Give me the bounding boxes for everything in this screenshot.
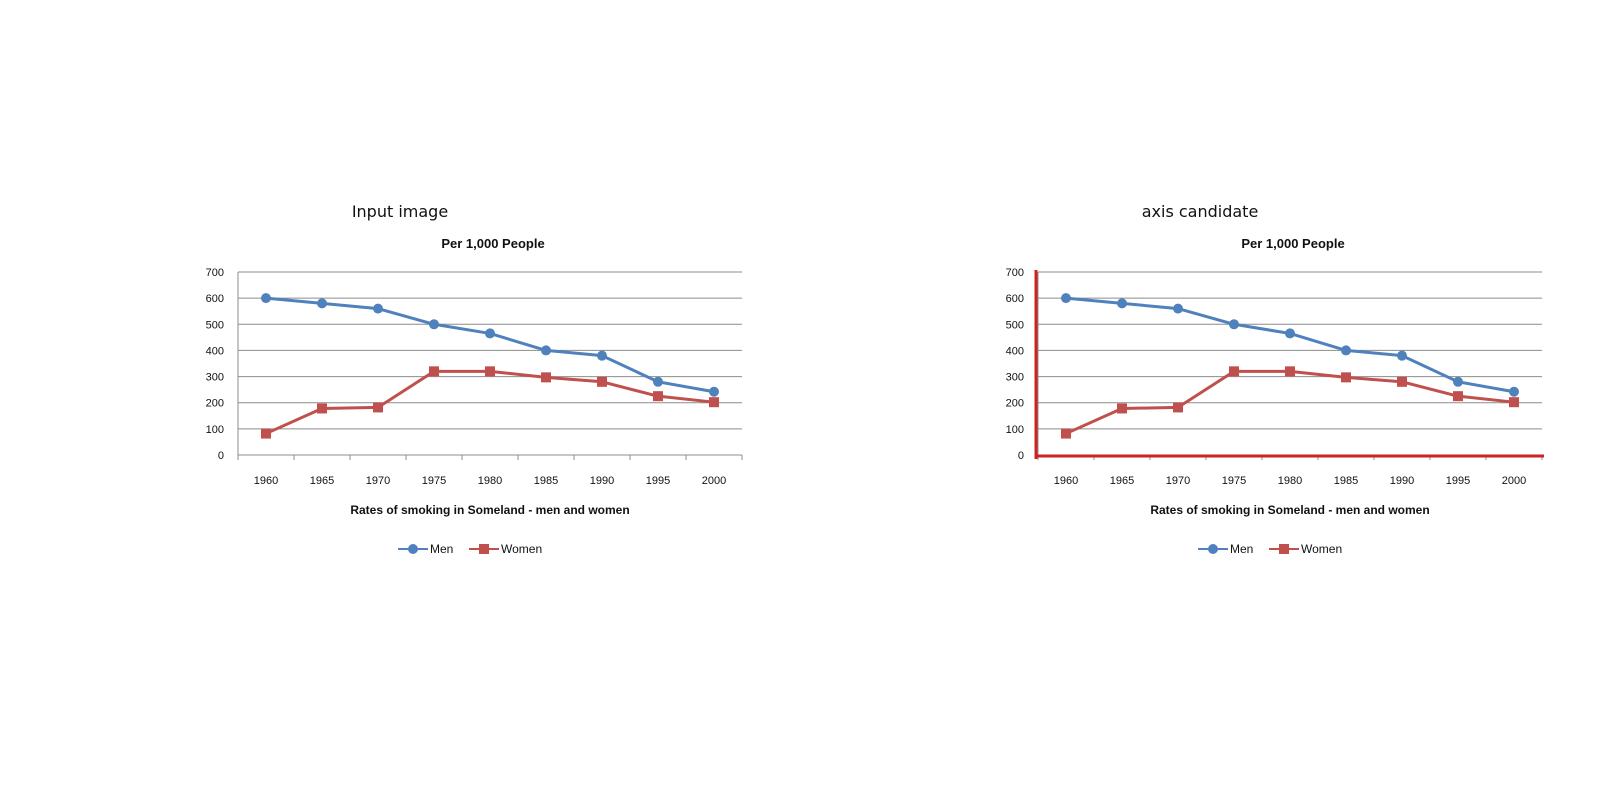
data-point-women [429,366,439,377]
data-point-men [1117,298,1127,309]
data-point-women [1061,428,1071,439]
series-line-men [265,296,715,394]
line-chart: Per 1,000 People 0 100 200 300 400 500 600 700 19… [1006,236,1544,556]
data-point-women [485,366,495,377]
data-point-women [1285,366,1295,377]
y-tick-label: 200 [1006,398,1024,410]
data-point-women [1341,372,1351,383]
x-tick-label: 1985 [1334,475,1358,487]
y-tick-label: 400 [206,345,224,357]
y-tick-label: 600 [206,293,224,305]
data-point-men [1285,328,1295,339]
x-tick-label: 1980 [1278,475,1302,487]
series-line-men [1065,296,1515,394]
data-point-women [1173,402,1183,413]
y-tick-label: 500 [206,319,224,331]
data-point-men [1509,386,1519,397]
y-tick-label: 0 [218,450,224,462]
data-point-men [429,319,439,330]
y-tick-label: 300 [206,372,224,384]
x-tick-label: 1995 [646,475,670,487]
data-point-men [485,328,495,339]
data-point-women [1453,391,1463,402]
x-tick-label: 1970 [1166,475,1190,487]
y-tick-label: 500 [1006,319,1024,331]
panel-heading: Input image [351,202,449,221]
y-tick-label: 100 [206,424,224,436]
data-point-men [1453,376,1463,387]
chart-title: Per 1,000 People [441,236,544,251]
data-point-men [1229,319,1239,330]
x-tick-label: 2000 [1502,475,1526,487]
y-tick-label: 400 [1006,345,1024,357]
x-tick-label: 1965 [310,475,334,487]
y-tick-label: 200 [206,398,224,410]
data-point-men [1341,345,1351,356]
data-point-women [597,376,607,387]
data-point-women [317,403,327,414]
data-point-men [541,345,551,356]
legend-label: Men [1230,542,1253,556]
data-point-men [1173,303,1183,314]
data-point-women [653,391,663,402]
y-tick-label: 300 [1006,372,1024,384]
legend-label: Women [501,542,542,556]
x-tick-label: 1990 [1390,475,1414,487]
panel-heading: axis candidate [1141,202,1259,221]
data-point-men [653,376,663,387]
legend-label: Women [1301,542,1342,556]
x-tick-label: 1970 [366,475,390,487]
data-point-men [373,303,383,314]
data-point-women [1117,403,1127,414]
x-axis-label: Rates of smoking in Someland - men and w… [350,503,629,517]
data-point-women [709,397,719,408]
data-point-men [261,293,271,304]
legend-marker [1208,544,1218,554]
legend-marker [479,544,489,554]
x-tick-label: 1975 [1222,475,1246,487]
data-point-men [1061,293,1071,304]
legend-marker [408,544,418,554]
x-tick-label: 1995 [1446,475,1470,487]
x-tick-label: 1975 [422,475,446,487]
data-point-women [1509,397,1519,408]
chart-title: Per 1,000 People [1241,236,1344,251]
data-point-women [1397,376,1407,387]
data-point-men [1397,350,1407,361]
line-chart: Per 1,000 People 0 100 200 300 400 500 600 700 19… [206,236,743,556]
x-tick-label: 1960 [254,475,278,487]
x-tick-label: 1980 [478,475,502,487]
x-tick-label: 1990 [590,475,614,487]
y-tick-label: 0 [1018,450,1024,462]
data-point-women [373,402,383,413]
legend-marker [1279,544,1289,554]
data-point-women [261,428,271,439]
data-point-women [541,372,551,383]
x-axis-label: Rates of smoking in Someland - men and w… [1150,503,1429,517]
x-tick-label: 1965 [1110,475,1134,487]
data-point-men [317,298,327,309]
data-point-men [597,350,607,361]
y-tick-label: 700 [1006,267,1024,279]
y-tick-label: 100 [1006,424,1024,436]
input-image-panel: Input image Per 1,000 People 0 100 200 300 40… [206,202,743,556]
legend-label: Men [430,542,453,556]
y-tick-label: 700 [206,267,224,279]
x-tick-label: 2000 [702,475,726,487]
x-tick-label: 1985 [534,475,558,487]
y-tick-label: 600 [1006,293,1024,305]
data-point-women [1229,366,1239,377]
data-point-men [709,386,719,397]
axis-candidate-panel: axis candidate Per 1,000 People 0 100 200 30… [800,0,1600,800]
x-tick-label: 1960 [1054,475,1078,487]
